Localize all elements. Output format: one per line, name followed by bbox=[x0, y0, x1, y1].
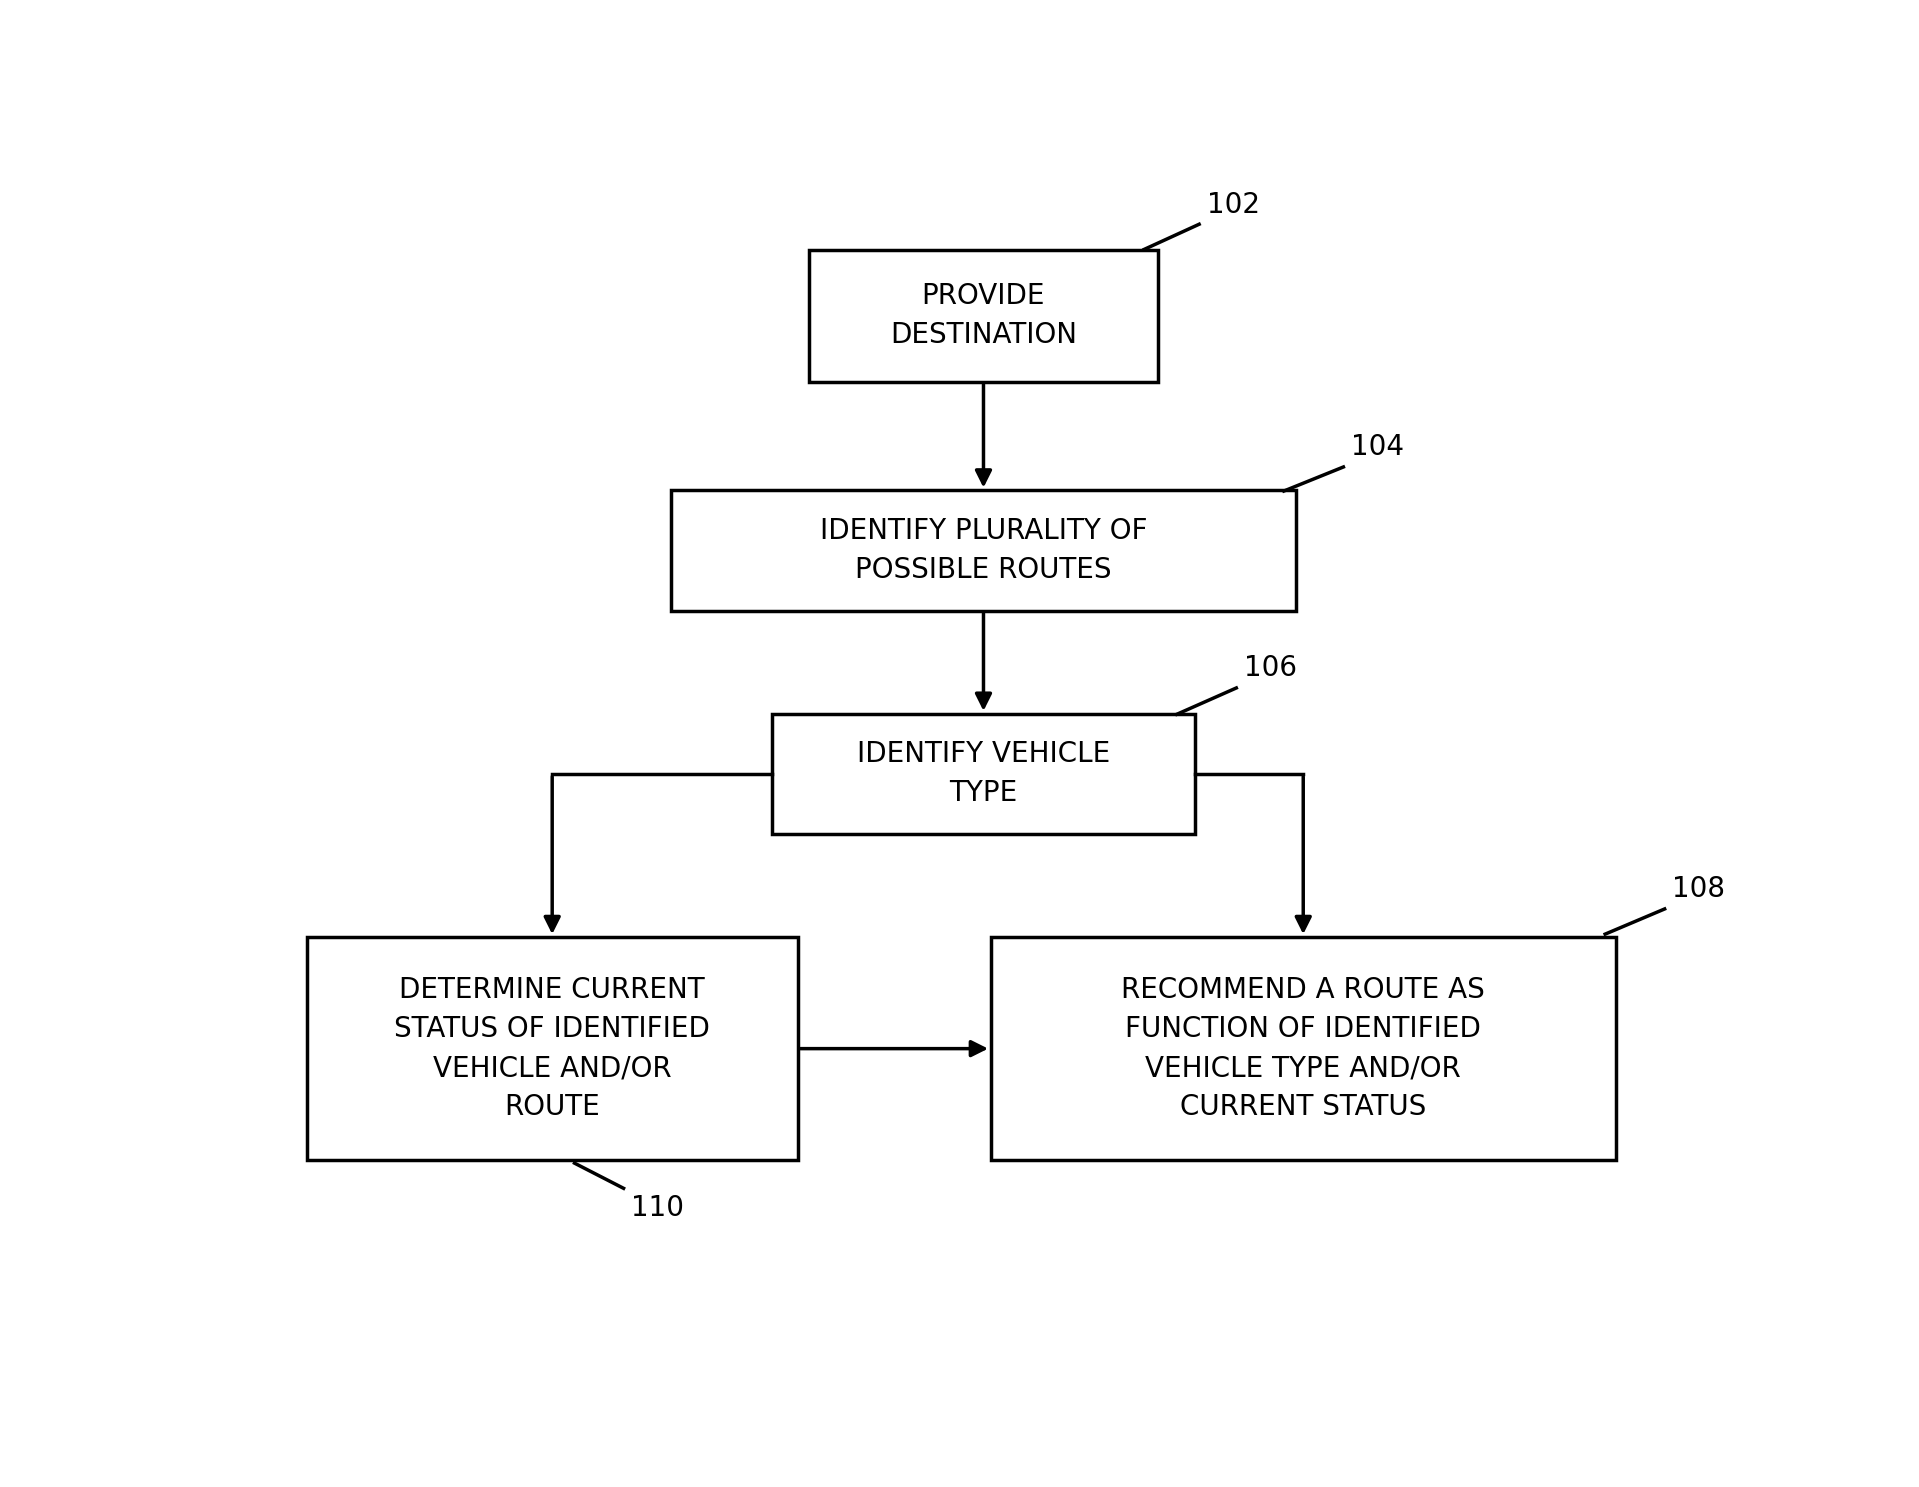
Text: PROVIDE
DESTINATION: PROVIDE DESTINATION bbox=[890, 283, 1077, 349]
Text: RECOMMEND A ROUTE AS
FUNCTION OF IDENTIFIED
VEHICLE TYPE AND/OR
CURRENT STATUS: RECOMMEND A ROUTE AS FUNCTION OF IDENTIF… bbox=[1121, 975, 1485, 1121]
Text: 102: 102 bbox=[1207, 190, 1259, 219]
Text: IDENTIFY PLURALITY OF
POSSIBLE ROUTES: IDENTIFY PLURALITY OF POSSIBLE ROUTES bbox=[819, 517, 1148, 584]
Bar bbox=[771, 714, 1196, 834]
Text: DETERMINE CURRENT
STATUS OF IDENTIFIED
VEHICLE AND/OR
ROUTE: DETERMINE CURRENT STATUS OF IDENTIFIED V… bbox=[393, 975, 710, 1121]
Bar bbox=[990, 937, 1616, 1160]
Bar bbox=[808, 250, 1159, 382]
Text: 108: 108 bbox=[1671, 876, 1725, 903]
Bar bbox=[672, 491, 1295, 611]
Text: IDENTIFY VEHICLE
TYPE: IDENTIFY VEHICLE TYPE bbox=[858, 741, 1109, 807]
Text: 104: 104 bbox=[1351, 433, 1405, 461]
Bar bbox=[307, 937, 798, 1160]
Text: 110: 110 bbox=[631, 1194, 683, 1222]
Text: 106: 106 bbox=[1244, 654, 1297, 683]
